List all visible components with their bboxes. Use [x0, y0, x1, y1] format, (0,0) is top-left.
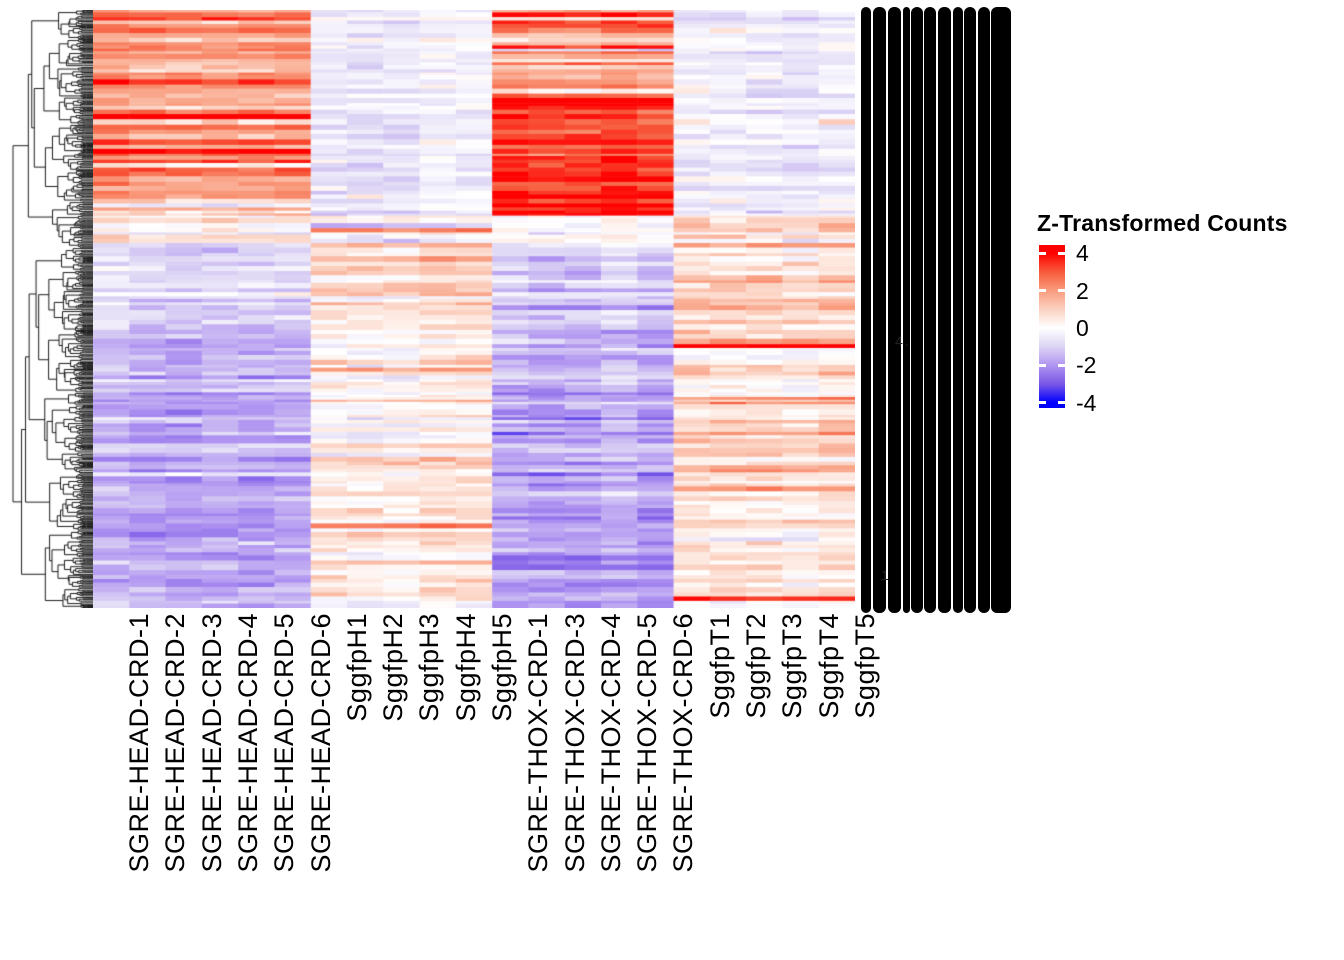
row-label-bar — [902, 7, 910, 613]
column-label: SGRE-THOX-CRD-4 — [595, 613, 626, 873]
row-label-bar — [887, 7, 901, 613]
legend-tick-dash — [1058, 326, 1065, 330]
column-label: SggfpT5 — [849, 613, 880, 719]
column-label: SGRE-HEAD-CRD-2 — [160, 613, 191, 873]
row-label-smudge: 1 — [881, 567, 891, 583]
row-dendrogram — [4, 10, 93, 608]
row-label-bar — [977, 7, 990, 613]
column-label: SGRE-HEAD-CRD-5 — [269, 613, 300, 873]
column-label: SggfpH5 — [487, 613, 517, 722]
row-label-smudge: 4. — [895, 333, 911, 349]
row-label-bar — [964, 7, 976, 613]
legend-tick-dash — [1039, 326, 1046, 330]
column-label: SGRE-THOX-CRD-3 — [559, 613, 590, 873]
legend-tick-dash — [1058, 401, 1065, 405]
legend-title: Z-Transformed Counts — [1037, 210, 1288, 236]
column-label: SGRE-THOX-CRD-1 — [523, 613, 554, 873]
legend-tick-dash — [1039, 401, 1046, 405]
heatmap-canvas — [93, 10, 855, 608]
row-label-bar — [991, 7, 1011, 613]
column-label: SggfpH4 — [450, 613, 481, 722]
column-label: SggfpT4 — [813, 613, 844, 719]
row-label-bar — [937, 7, 951, 613]
row-label-bar — [924, 7, 936, 613]
legend-tick-dash — [1039, 251, 1046, 255]
row-label-bar — [861, 7, 871, 613]
legend-tick-label: 4 — [1076, 240, 1089, 267]
column-label: SggfpT1 — [704, 613, 735, 719]
column-label: SGRE-THOX-CRD-5 — [632, 613, 663, 873]
row-labels-overplotted: 4. 1 — [861, 7, 1013, 613]
row-label-bar — [872, 7, 886, 613]
column-label: SGRE-HEAD-CRD-4 — [233, 613, 263, 873]
legend-tick-dash — [1058, 363, 1065, 367]
column-label: SggfpH2 — [378, 613, 409, 722]
row-label-bar — [911, 7, 923, 613]
column-label: SggfpH1 — [341, 613, 372, 722]
legend-tick-dash — [1039, 363, 1046, 367]
legend-tick-dash — [1058, 289, 1065, 293]
column-label: SggfpT3 — [777, 613, 808, 719]
column-label: SGRE-HEAD-CRD-1 — [124, 613, 155, 873]
column-label: SGRE-THOX-CRD-6 — [668, 613, 699, 873]
legend-tick-dash — [1039, 289, 1046, 293]
legend-tick-label: 2 — [1076, 277, 1089, 304]
column-label: SggfpH3 — [414, 613, 445, 722]
legend-tick-label: -4 — [1076, 389, 1097, 416]
legend-tick-dash — [1058, 251, 1065, 255]
column-label: SGRE-HEAD-CRD-6 — [305, 613, 336, 873]
legend-tick-label: 0 — [1076, 314, 1089, 341]
row-label-bar — [952, 7, 963, 613]
column-label: SggfpT2 — [741, 613, 771, 719]
column-label: SGRE-HEAD-CRD-3 — [196, 613, 227, 873]
legend-tick-label: -2 — [1076, 352, 1097, 379]
